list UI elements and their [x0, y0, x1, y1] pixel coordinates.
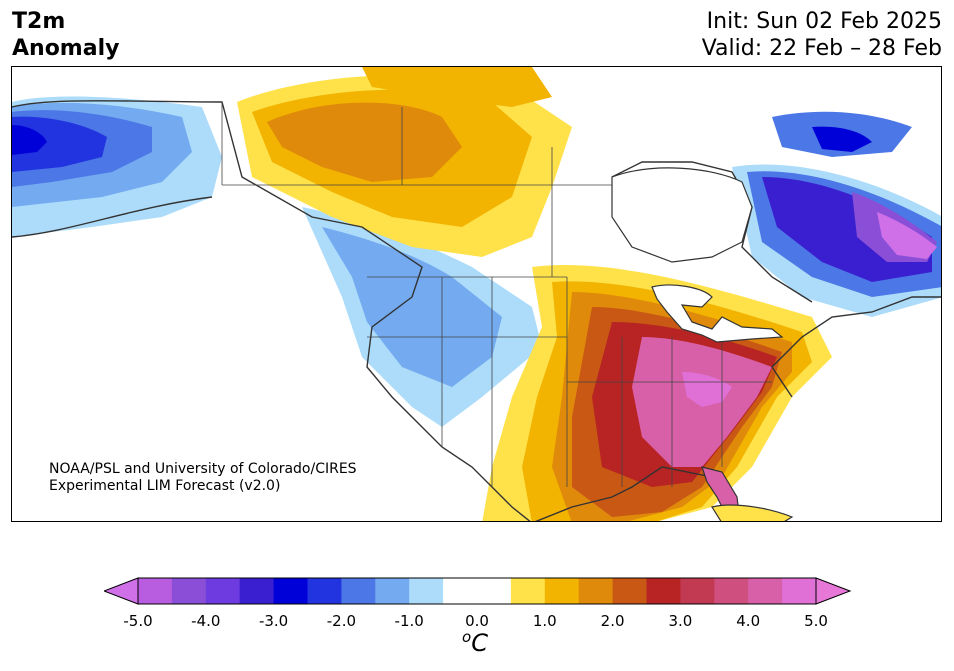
political-borders	[221, 102, 772, 487]
cold-region-west-us-mid	[322, 227, 502, 387]
map-canvas	[12, 67, 941, 521]
colorbar-segment	[477, 578, 512, 604]
colorbar-segment	[375, 578, 410, 604]
colorbar-tick-label: 5.0	[804, 612, 828, 630]
colorbar-segment	[544, 578, 580, 604]
unit-label: oC	[462, 628, 488, 657]
warm-region-arctic	[362, 67, 552, 107]
credit-line-2: Experimental LIM Forecast (v2.0)	[49, 478, 281, 494]
cuba	[711, 504, 794, 521]
colorbar-segment	[578, 578, 614, 604]
title-line-1: T2m	[12, 9, 66, 34]
colorbar-tick-label: 1.0	[532, 612, 557, 630]
cold-region-labrador-max	[877, 212, 937, 259]
colorbar-segment	[205, 578, 241, 604]
warm-region-southeast-max	[682, 372, 732, 407]
colorbar-over-triangle	[815, 577, 852, 605]
init-date: Init: Sun 02 Feb 2025	[706, 9, 942, 34]
valid-date: Valid: 22 Feb – 28 Feb	[701, 36, 942, 61]
colorbar-segment	[612, 578, 647, 604]
colorbar-outline	[137, 577, 817, 605]
colorbar-segment	[273, 578, 308, 604]
colorbar	[104, 577, 852, 605]
unit-base: C	[471, 629, 488, 657]
warm-region-canada-core	[267, 102, 462, 182]
colorbar-tick-label: -1.0	[394, 612, 424, 630]
colorbar-tick-label: -2.0	[326, 612, 357, 630]
colorbar-tick-label: -5.0	[123, 612, 153, 630]
colorbar-segment	[307, 578, 342, 604]
colorbar-segment	[239, 578, 275, 604]
forecast-dates: Init: Sun 02 Feb 2025 Valid: 22 Feb – 28…	[702, 8, 942, 62]
cold-region-alaska-deep	[12, 116, 107, 172]
colorbar-segment	[443, 578, 478, 604]
colorbar-segment	[680, 578, 715, 604]
colorbar-tick-label: -3.0	[258, 612, 289, 630]
colorbar-segment	[748, 578, 783, 604]
unit-degree: o	[462, 628, 472, 646]
colorbar-ticks: -5.0 -4.0 -3.0 -2.0 -1.0 0.0 1.0 2.0 3.0 4.0 5.0	[0, 612, 954, 632]
colorbar-segment	[341, 578, 376, 604]
colorbar-segment	[510, 578, 546, 604]
colorbar-segment	[782, 578, 817, 604]
colorbar-tick-label: 4.0	[736, 612, 761, 630]
colorbar-tick-label: -4.0	[191, 612, 221, 630]
cold-region-greenland-core	[812, 126, 872, 152]
colorbar-segments	[138, 578, 817, 604]
colorbar-tick-label: 3.0	[668, 612, 693, 630]
title-line-2: Anomaly	[12, 36, 120, 61]
colorbar-tick-label: 0.0	[465, 612, 489, 630]
colorbar-under-triangle	[104, 577, 139, 605]
map-title: T2m Anomaly	[12, 8, 119, 62]
cold-region-alaska-max	[12, 125, 47, 155]
colorbar-segment	[714, 578, 749, 604]
colorbar-segment	[171, 578, 207, 604]
great-lakes	[651, 284, 784, 343]
colorbar-tick-label: 2.0	[600, 612, 625, 630]
credit-line-1: NOAA/PSL and University of Colorado/CIRE…	[49, 461, 357, 477]
colorbar-segment	[409, 578, 444, 604]
anomaly-map	[11, 66, 942, 522]
colorbar-segment	[138, 578, 173, 604]
credit-text: NOAA/PSL and University of Colorado/CIRE…	[49, 461, 357, 495]
colorbar-segment	[646, 578, 681, 604]
hudson-bay	[611, 167, 753, 263]
